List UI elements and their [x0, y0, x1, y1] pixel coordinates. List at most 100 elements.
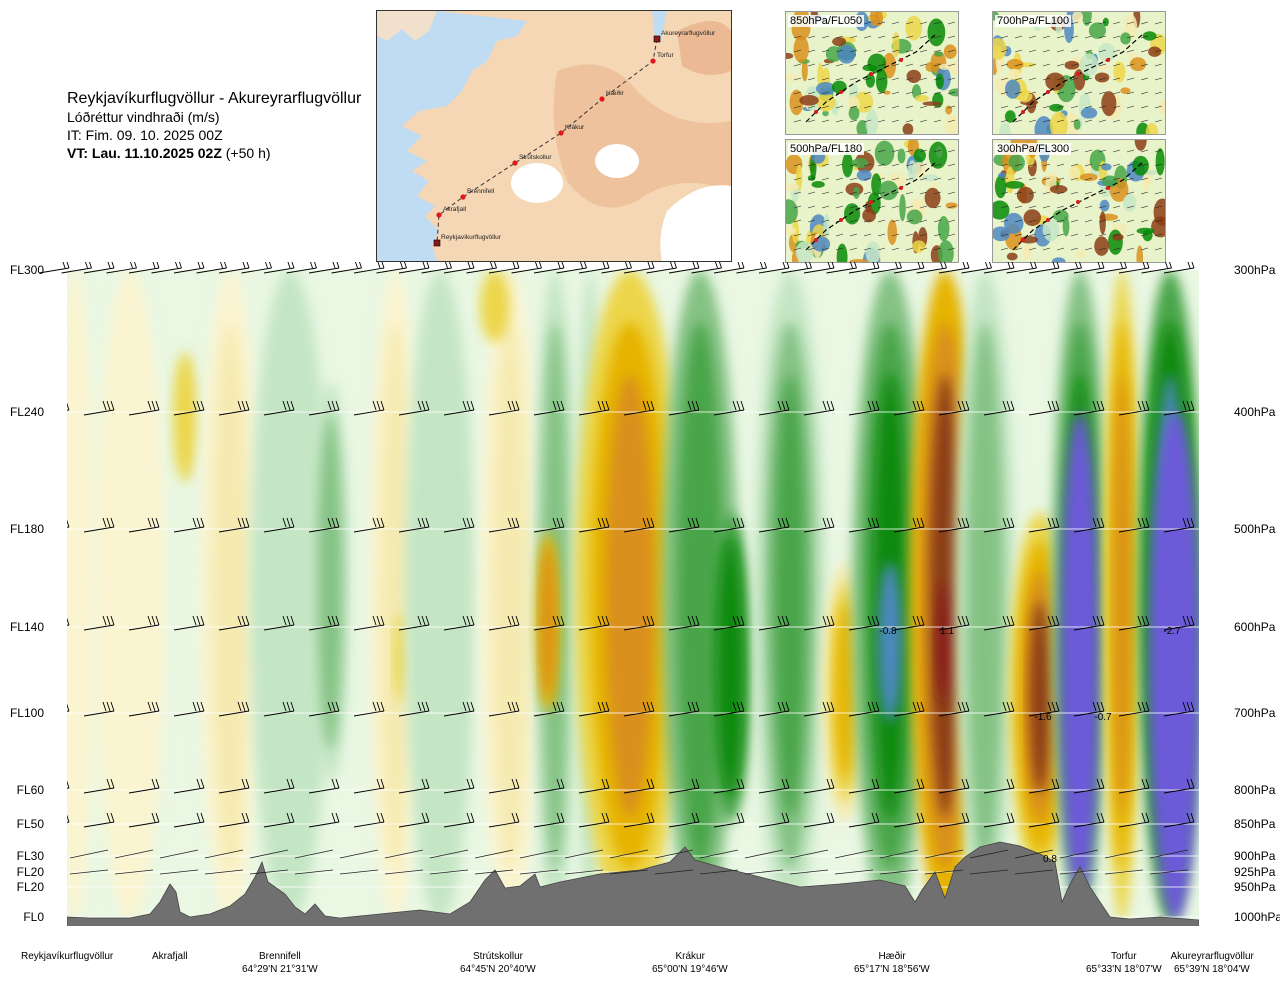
- wind-barb-low: [564, 849, 604, 859]
- wind-barb: [893, 262, 925, 274]
- wind-barb: [83, 812, 115, 828]
- wind-barb: [578, 615, 610, 631]
- wind-barb: [1118, 812, 1150, 828]
- thumb-700hpa[interactable]: 700hPa/FL100: [992, 11, 1166, 135]
- wind-barb: [488, 262, 520, 274]
- wind-barb: [1118, 517, 1150, 533]
- wind-barb: [803, 615, 835, 631]
- thumb-map: [786, 12, 958, 134]
- wind-barb: [578, 517, 610, 533]
- contour-label: 1.1: [940, 626, 954, 637]
- wind-barb: [83, 778, 115, 794]
- wind-barb: [781, 262, 812, 274]
- wind-barb: [803, 400, 835, 416]
- map-station-marker: [436, 212, 442, 218]
- wind-barb: [983, 615, 1015, 631]
- wind-barb: [263, 400, 295, 416]
- wind-barb: [331, 262, 362, 274]
- wind-barb: [398, 812, 430, 828]
- wind-barb: [1073, 778, 1105, 794]
- wind-barb: [263, 812, 295, 828]
- wind-barb-low: [1059, 849, 1099, 859]
- wind-barb: [938, 778, 970, 794]
- fl-label: FL100: [9, 706, 44, 720]
- wind-barb-low: [789, 849, 829, 859]
- wind-barb: [128, 400, 160, 416]
- wind-barb: [1028, 262, 1060, 274]
- thumb-300hpa[interactable]: 300hPa/FL300: [992, 139, 1166, 263]
- location-name: Strútskollur: [473, 951, 524, 962]
- wind-barb: [151, 262, 182, 274]
- wind-barb: [67, 519, 70, 528]
- wind-barb: [533, 615, 565, 631]
- wind-barb-low: [249, 849, 289, 859]
- location-coord: 65°17'N 18°56'W: [854, 964, 930, 975]
- wind-barb: [893, 615, 925, 631]
- wind-barb: [713, 812, 745, 828]
- wind-barb: [218, 778, 250, 794]
- route-map: Akureyrarflugvöllur Torfur Hæðir Krákur Strú…: [376, 10, 732, 262]
- wind-barb: [1163, 701, 1195, 717]
- hpa-label: 400hPa: [1234, 405, 1276, 419]
- map-station-label: Hæðir: [606, 89, 625, 97]
- wind-barb: [83, 400, 115, 416]
- wind-barb: [758, 778, 790, 794]
- wind-barb: [443, 778, 475, 794]
- thumb-500hpa[interactable]: 500hPa/FL180: [785, 139, 959, 263]
- wind-barb: [938, 517, 970, 533]
- wind-barb: [67, 617, 70, 626]
- wind-barb: [623, 701, 655, 717]
- map-route: Akureyrarflugvöllur Torfur Hæðir Krákur Strú…: [433, 30, 716, 247]
- wind-bands: [67, 270, 1199, 922]
- map-fjord-eyjafjordur: [652, 11, 667, 41]
- wind-barb: [713, 400, 745, 416]
- wind-barb: [803, 812, 835, 828]
- wind-barb: [488, 778, 520, 794]
- location-coord: 65°00'N 19°46'W: [652, 964, 728, 975]
- wind-barb: [803, 262, 835, 274]
- wind-barb: [218, 701, 250, 717]
- wind-barb: [218, 615, 250, 631]
- wind-barb-low: [204, 849, 244, 859]
- wind-barb: [713, 517, 745, 533]
- wind-barb-low: [339, 849, 379, 859]
- wind-barb: [61, 262, 92, 274]
- wind-barb: [758, 615, 790, 631]
- location-coord: 65°39'N 18°04'W: [1174, 964, 1250, 975]
- wind-barb: [893, 778, 925, 794]
- wind-barb-low: [834, 849, 874, 859]
- wind-barb: [1073, 615, 1105, 631]
- wind-barb: [398, 701, 430, 717]
- wind-barb: [758, 262, 790, 274]
- map-station-label: Akureyrarflugvöllur: [661, 30, 716, 37]
- top-wind-barbs: [38, 262, 1195, 274]
- location-name: Akureyrarflugvöllur: [1170, 951, 1254, 962]
- wind-barb: [1096, 262, 1127, 274]
- location-name: Akrafjall: [152, 951, 188, 962]
- fl-label: FL140: [9, 620, 44, 634]
- hpa-label: 300hPa: [1234, 263, 1276, 277]
- wind-barb: [848, 400, 880, 416]
- wind-barb: [578, 778, 610, 794]
- terrain-profile: [67, 841, 1199, 926]
- wind-barb: [578, 812, 610, 828]
- location-coord: 65°33'N 18°07'W: [1086, 964, 1162, 975]
- wind-barb: [67, 780, 70, 789]
- wind-barb: [668, 517, 700, 533]
- wind-barb: [893, 812, 925, 828]
- wind-barb: [983, 778, 1015, 794]
- contour-labels: -0.8 1.1 -1.6 -0.7 -2.7 0.8: [879, 626, 1181, 865]
- wind-barb: [128, 778, 160, 794]
- wind-barb: [263, 517, 295, 533]
- fl-label: FL30: [16, 849, 44, 863]
- map-glacier-vatnajokull: [660, 185, 731, 261]
- thumb-label: 850hPa/FL050: [788, 15, 865, 27]
- wind-barb: [286, 262, 317, 274]
- wind-barb: [691, 262, 722, 274]
- thumb-850hpa[interactable]: 850hPa/FL050: [785, 11, 959, 135]
- map-station-marker: [599, 96, 605, 102]
- wind-barb: [848, 701, 880, 717]
- wind-barb-low: [744, 849, 784, 859]
- wind-barb-low: [1014, 849, 1054, 859]
- map-land-west: [377, 11, 437, 41]
